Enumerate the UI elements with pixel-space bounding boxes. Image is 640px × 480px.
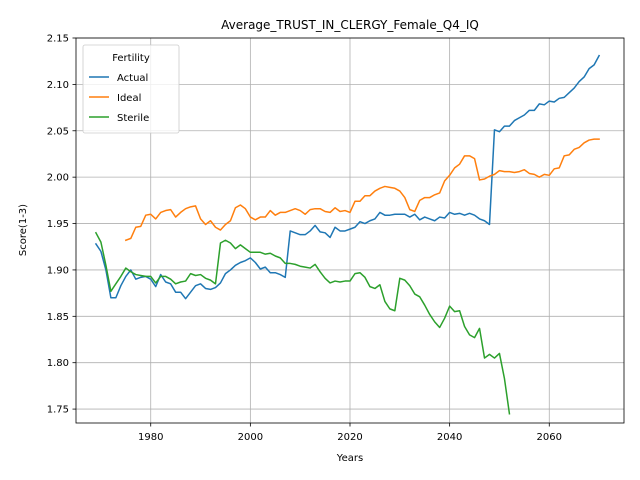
series-line-actual	[94, 54, 601, 300]
legend-label-actual: Actual	[117, 73, 148, 84]
x-tick-label: 2020	[337, 432, 362, 443]
legend-label-ideal: Ideal	[117, 93, 141, 104]
series-lines	[94, 54, 601, 415]
y-tick-label: 1.90	[47, 265, 69, 276]
legend-items: Actual Ideal Sterile	[89, 73, 149, 124]
x-axis-title: Years	[336, 453, 363, 464]
series-line-ideal	[124, 138, 600, 242]
legend-box	[82, 44, 180, 134]
y-tick-label: 2.15	[47, 34, 69, 45]
y-tick-label: 1.95	[47, 219, 69, 230]
legend-label-sterile: Sterile	[117, 113, 149, 124]
x-tick-label: 2000	[238, 432, 263, 443]
axis-ticks: 1980 2000 2020 2040 2060 1.75 1.80 1.85 1.90 1.95…	[47, 34, 562, 444]
y-tick-label: 2.05	[47, 126, 69, 137]
series-line-sterile	[94, 231, 511, 415]
legend-title: Fertility	[112, 53, 150, 64]
y-tick-label: 1.80	[47, 358, 69, 369]
x-tick-label: 2060	[537, 432, 562, 443]
y-tick-label: 1.75	[47, 405, 69, 416]
y-tick-label: 2.10	[47, 80, 69, 91]
y-tick-label: 1.85	[47, 312, 69, 323]
legend: Fertility Actual Ideal Sterile	[82, 44, 180, 134]
x-tick-label: 1980	[138, 432, 163, 443]
x-tick-label: 2040	[437, 432, 462, 443]
y-axis-title: Score(1-3)	[18, 204, 29, 256]
y-tick-label: 2.00	[47, 173, 69, 184]
chart-title: Average_TRUST_IN_CLERGY_Female_Q4_IQ	[221, 18, 479, 32]
